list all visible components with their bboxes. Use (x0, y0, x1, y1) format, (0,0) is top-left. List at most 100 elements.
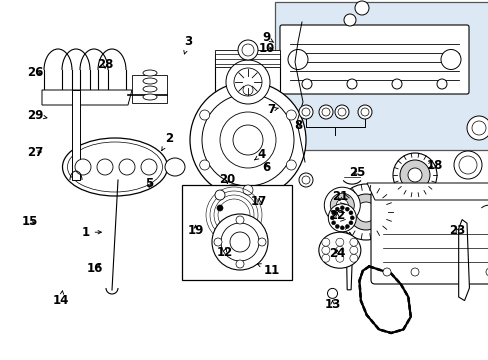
Circle shape (335, 225, 339, 229)
Circle shape (345, 225, 348, 229)
Circle shape (221, 223, 259, 261)
Text: 20: 20 (219, 174, 235, 186)
Text: 3: 3 (183, 35, 192, 54)
Ellipse shape (142, 94, 157, 100)
Circle shape (199, 110, 209, 120)
Circle shape (336, 199, 347, 211)
Text: 13: 13 (324, 298, 340, 311)
Circle shape (212, 214, 267, 270)
Circle shape (327, 288, 337, 298)
Text: 28: 28 (97, 58, 113, 71)
Circle shape (234, 68, 262, 96)
Circle shape (302, 176, 309, 184)
Circle shape (298, 173, 312, 187)
Text: 18: 18 (426, 159, 443, 172)
Circle shape (232, 125, 263, 155)
Circle shape (238, 40, 258, 60)
Ellipse shape (142, 78, 157, 84)
Circle shape (298, 105, 312, 119)
Circle shape (285, 110, 296, 120)
Text: 21: 21 (331, 190, 347, 203)
Circle shape (458, 156, 476, 174)
Circle shape (214, 238, 222, 246)
Circle shape (199, 160, 209, 170)
Circle shape (222, 203, 245, 227)
Circle shape (318, 105, 332, 119)
Circle shape (236, 216, 244, 224)
Circle shape (258, 238, 265, 246)
Circle shape (345, 207, 348, 211)
Circle shape (202, 94, 293, 186)
Text: 23: 23 (448, 224, 465, 237)
Ellipse shape (475, 203, 488, 223)
Circle shape (335, 254, 343, 262)
Circle shape (324, 187, 360, 223)
Circle shape (410, 268, 418, 276)
Text: 24: 24 (328, 247, 345, 260)
Circle shape (97, 159, 113, 175)
Text: 29: 29 (27, 109, 47, 122)
Text: 14: 14 (53, 291, 69, 307)
Circle shape (349, 246, 357, 254)
Ellipse shape (318, 232, 360, 268)
Circle shape (334, 105, 348, 119)
Circle shape (321, 254, 329, 262)
Polygon shape (72, 90, 80, 180)
Circle shape (287, 49, 307, 69)
Circle shape (337, 108, 346, 116)
FancyBboxPatch shape (370, 191, 488, 284)
Circle shape (75, 159, 91, 175)
Circle shape (355, 202, 375, 222)
Text: 6: 6 (262, 161, 270, 174)
Text: 11: 11 (257, 264, 279, 276)
Polygon shape (132, 75, 167, 103)
Text: 5: 5 (145, 177, 153, 190)
Circle shape (354, 1, 368, 15)
Circle shape (217, 205, 223, 211)
Text: 2: 2 (162, 132, 172, 150)
Bar (182, 185, 291, 280)
Circle shape (243, 85, 252, 95)
Text: 22: 22 (328, 210, 345, 222)
Text: 10: 10 (258, 42, 274, 55)
Text: 1: 1 (81, 226, 101, 239)
Circle shape (349, 238, 357, 246)
Ellipse shape (142, 70, 157, 76)
Circle shape (327, 204, 356, 232)
Circle shape (285, 160, 296, 170)
Circle shape (471, 121, 485, 135)
Circle shape (485, 268, 488, 276)
Circle shape (119, 159, 135, 175)
Polygon shape (458, 220, 468, 301)
Circle shape (399, 160, 429, 190)
Circle shape (348, 221, 352, 225)
Ellipse shape (62, 138, 167, 196)
Polygon shape (215, 55, 280, 240)
Polygon shape (215, 50, 280, 67)
Circle shape (349, 254, 357, 262)
Circle shape (337, 184, 393, 240)
Circle shape (329, 193, 354, 217)
Ellipse shape (164, 158, 184, 176)
Circle shape (236, 260, 244, 268)
Circle shape (335, 246, 343, 254)
Text: 12: 12 (216, 246, 233, 258)
Circle shape (302, 79, 311, 89)
Polygon shape (42, 90, 132, 105)
Circle shape (440, 49, 460, 69)
Circle shape (347, 194, 383, 230)
Text: 17: 17 (250, 195, 267, 208)
Circle shape (220, 112, 275, 168)
Bar (274, 2, 488, 150)
Circle shape (321, 238, 329, 246)
Circle shape (329, 216, 334, 220)
Circle shape (215, 190, 224, 200)
Circle shape (407, 168, 421, 182)
Circle shape (340, 206, 344, 210)
Circle shape (331, 221, 335, 225)
Circle shape (349, 216, 354, 220)
Text: 19: 19 (187, 224, 203, 237)
Circle shape (225, 60, 269, 104)
Circle shape (212, 193, 256, 237)
Circle shape (190, 82, 305, 198)
